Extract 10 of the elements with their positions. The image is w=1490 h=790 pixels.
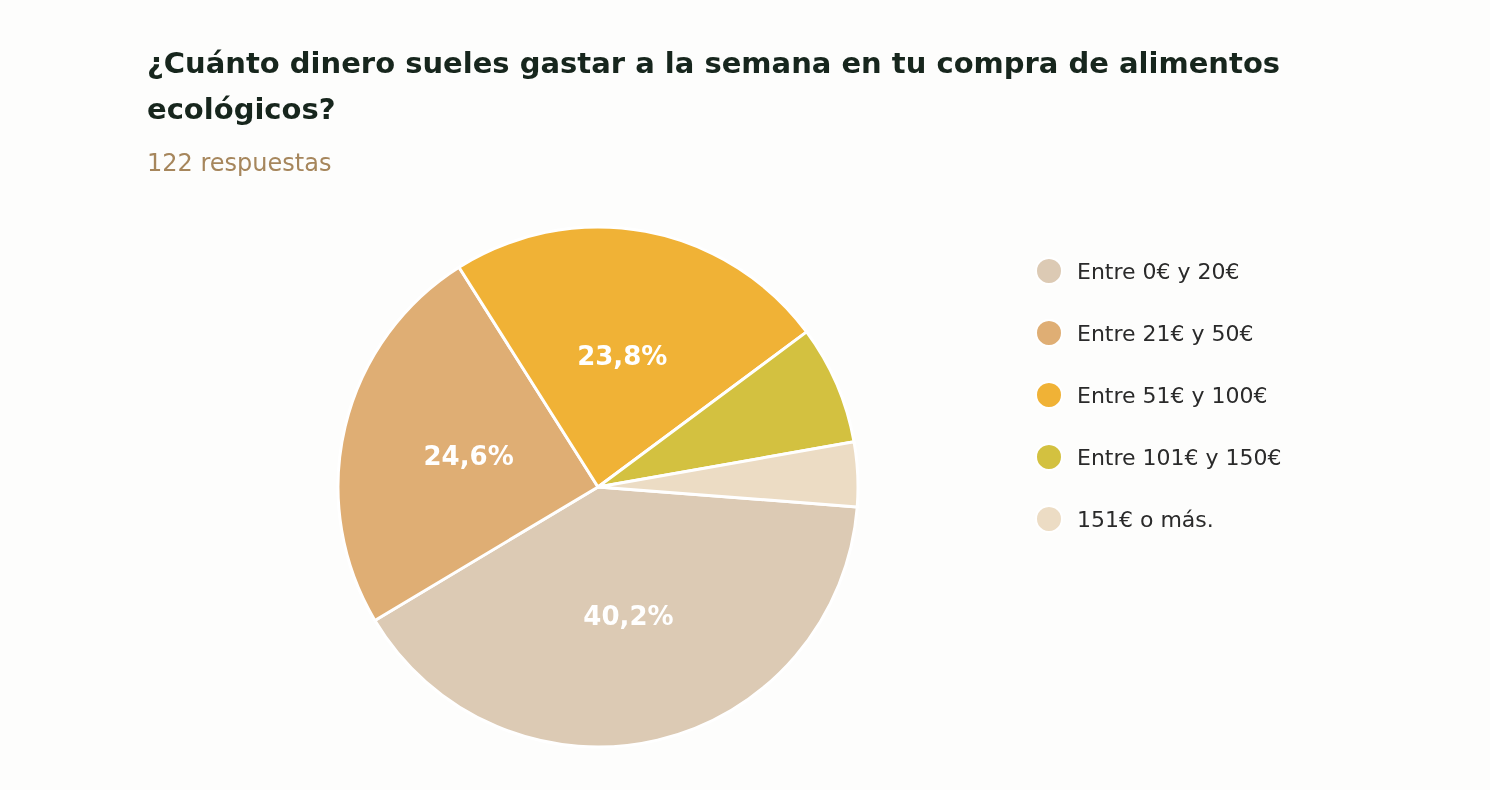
chart-title: ¿Cuánto dinero sueles gastar a la semana en tu compra de alimentos ecológicos? <box>147 46 1291 126</box>
legend-label: 151€ o más. <box>1077 506 1214 532</box>
legend-label: Entre 51€ y 100€ <box>1077 382 1268 408</box>
data-label: 23,8% <box>577 341 668 372</box>
data-label: 40,2% <box>583 601 674 632</box>
legend-label: Entre 0€ y 20€ <box>1077 258 1240 284</box>
data-label: 24,6% <box>423 441 514 472</box>
legend-label: Entre 21€ y 50€ <box>1077 320 1254 346</box>
chart-subtitle: 122 respuestas <box>147 149 332 177</box>
legend-label: Entre 101€ y 150€ <box>1077 444 1282 470</box>
